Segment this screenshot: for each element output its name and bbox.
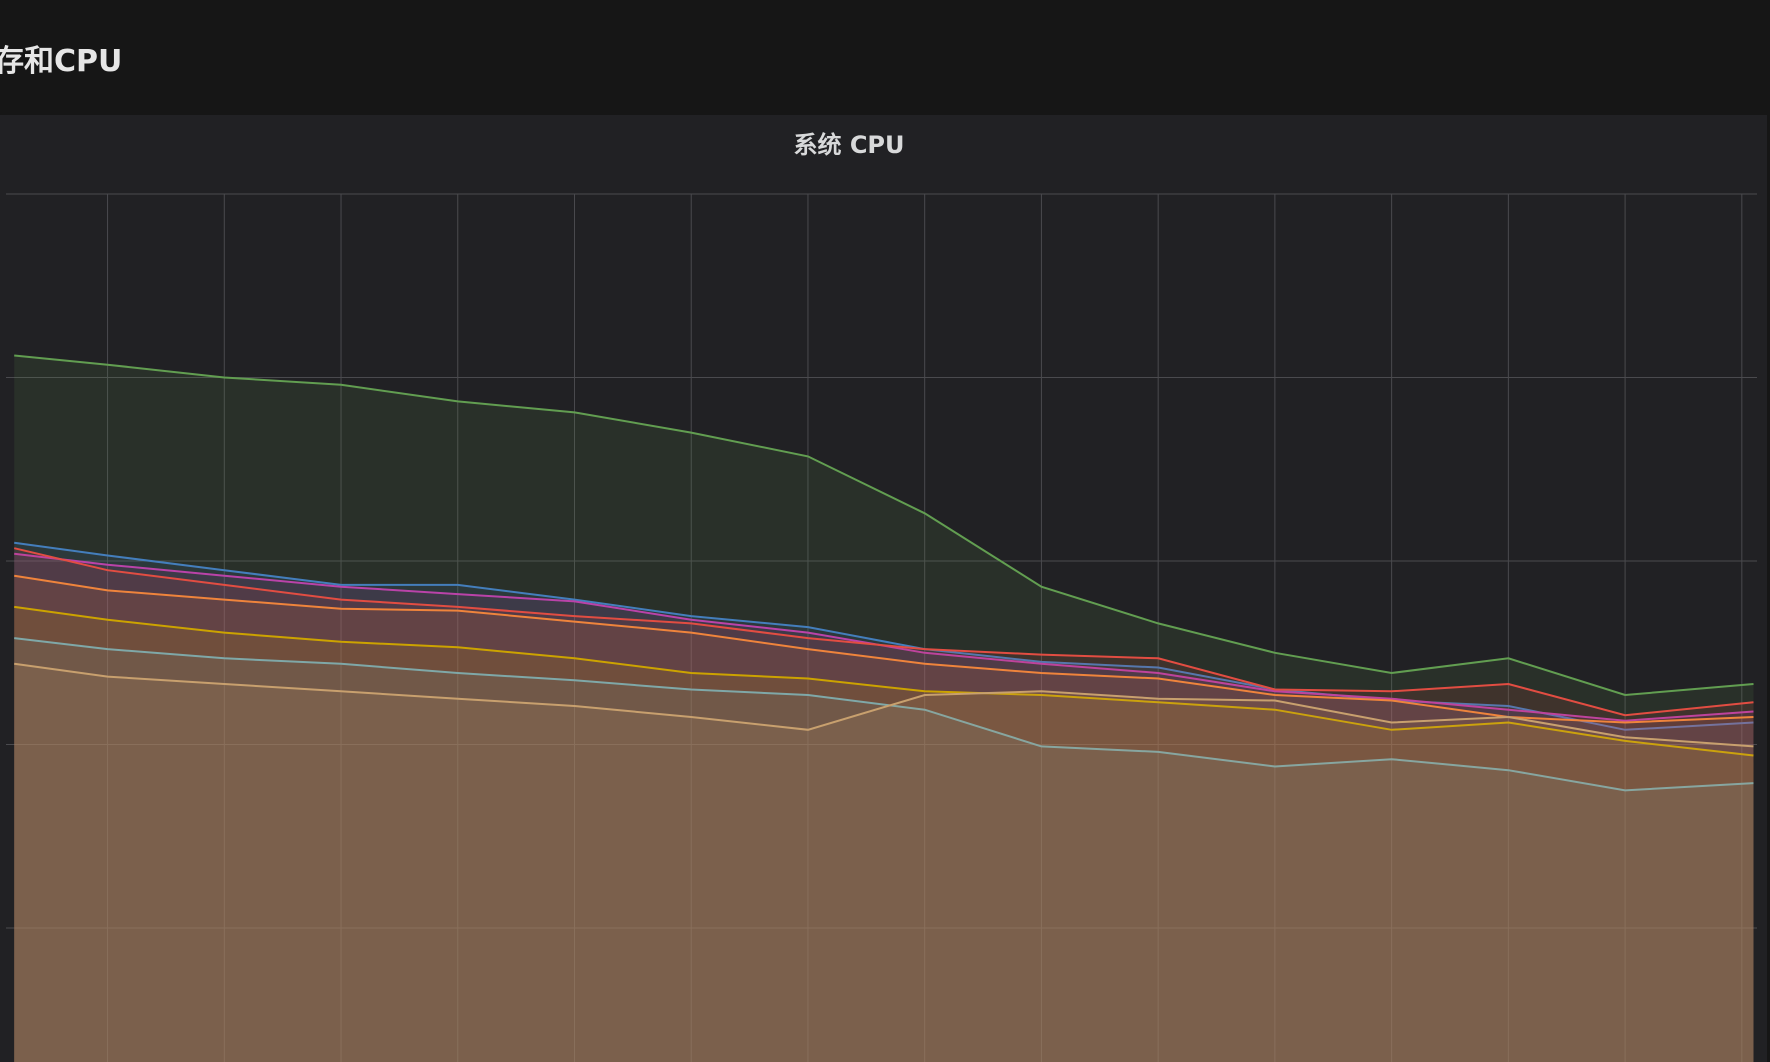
series-line [14, 605, 1754, 757]
panel-bg [0, 115, 1767, 1062]
series-line [14, 637, 1754, 792]
panel-title: 系统 CPU [793, 131, 904, 159]
row-title[interactable]: 存和CPU [0, 44, 123, 79]
series-area [14, 355, 1754, 1062]
series-area [14, 553, 1754, 1062]
series-line [14, 574, 1754, 724]
series-area [14, 548, 1754, 1062]
series-line [14, 354, 1754, 697]
series-area [14, 606, 1754, 1062]
row-header: 存和CPU [0, 0, 1770, 115]
series-area [14, 638, 1754, 1062]
series-area [14, 663, 1754, 1062]
panel: 系统 CPU [0, 115, 1767, 1062]
series-line [14, 662, 1754, 748]
series-line [13, 547, 1754, 717]
